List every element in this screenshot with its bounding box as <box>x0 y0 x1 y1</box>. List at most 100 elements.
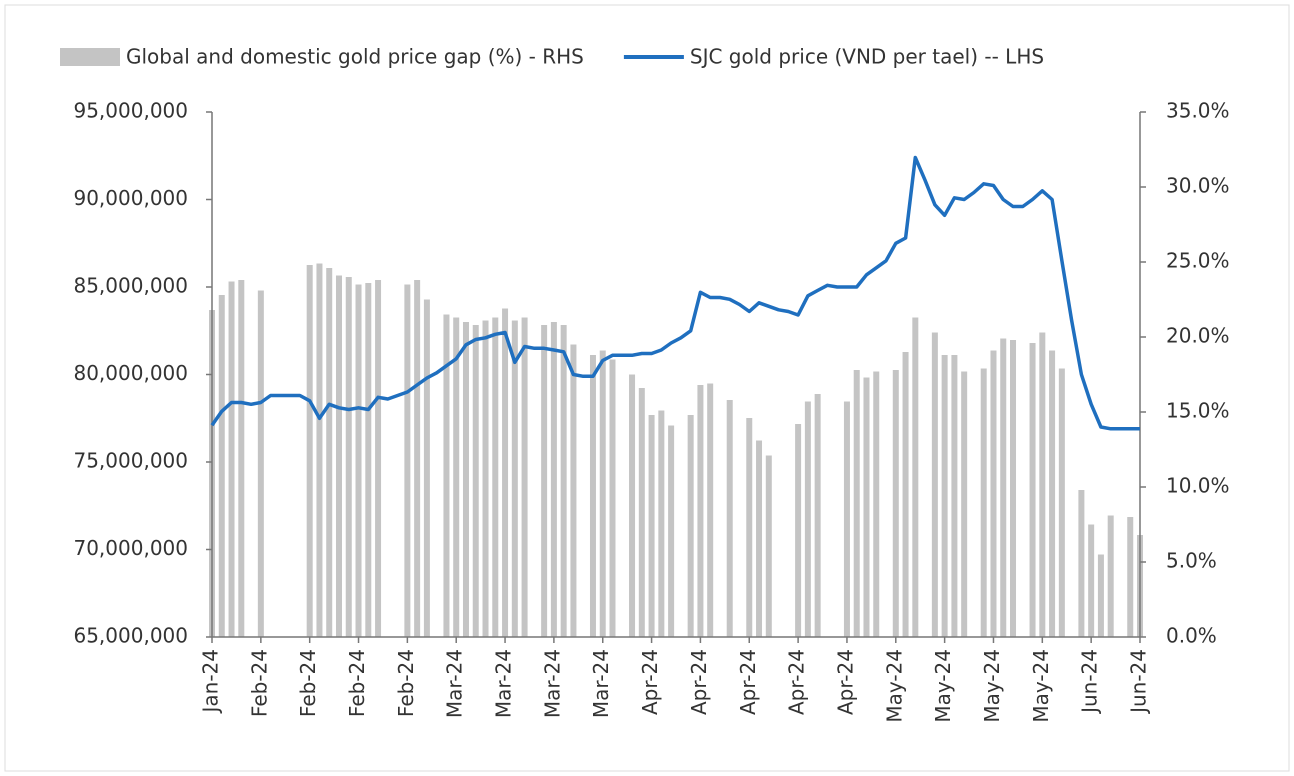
y-tick-label: 70,000,000 <box>73 536 188 560</box>
bar <box>873 371 880 637</box>
x-tick-label: May-24 <box>980 649 1004 723</box>
bar <box>765 455 772 637</box>
y-tick-label: 95,000,000 <box>73 99 188 123</box>
bar <box>843 401 850 637</box>
bar <box>560 325 567 637</box>
x-tick-label: Feb-24 <box>345 649 369 717</box>
bar <box>658 410 665 637</box>
bar <box>453 317 460 637</box>
y2-tick-label: 10.0% <box>1166 474 1230 498</box>
bar <box>414 280 421 637</box>
bar <box>746 418 753 637</box>
bar <box>423 299 430 637</box>
bar <box>638 388 645 637</box>
bar <box>756 440 763 637</box>
bar <box>228 281 235 637</box>
bar <box>511 320 518 637</box>
bar <box>687 415 694 637</box>
y2-tick-label: 35.0% <box>1166 99 1230 123</box>
bar <box>990 350 997 637</box>
x-tick-label: Apr-24 <box>736 649 760 715</box>
bar <box>941 355 948 637</box>
bar <box>1039 332 1046 637</box>
bar <box>482 320 489 637</box>
bar <box>550 322 557 637</box>
x-tick-label: Jun-24 <box>1078 649 1102 715</box>
x-tick-label: Feb-24 <box>247 649 271 717</box>
bar <box>961 371 968 637</box>
x-tick-label: Mar-24 <box>540 649 564 718</box>
line <box>210 155 1140 431</box>
x-tick-label: Apr-24 <box>638 649 662 715</box>
x-tick-label: Feb-24 <box>296 649 320 717</box>
x-tick-label: May-24 <box>882 649 906 723</box>
bar <box>980 368 987 637</box>
bar <box>892 370 899 637</box>
bar <box>804 401 811 637</box>
bar <box>355 284 362 637</box>
bar <box>257 290 264 637</box>
bar <box>863 377 870 637</box>
bar <box>306 265 313 637</box>
x-tick-label: Mar-24 <box>443 649 467 718</box>
bar <box>472 325 479 637</box>
x-tick-label: Apr-24 <box>687 649 711 715</box>
y-tick-label: 80,000,000 <box>73 361 188 385</box>
x-tick-label: Jan-24 <box>199 649 223 715</box>
bar <box>238 280 245 637</box>
x-tick-label: May-24 <box>1029 649 1053 723</box>
bar <box>814 394 821 637</box>
bar <box>609 359 616 637</box>
bar <box>1088 524 1095 637</box>
bar <box>599 350 606 637</box>
y-tick-label: 85,000,000 <box>73 274 188 298</box>
bar <box>365 283 372 637</box>
y2-tick-label: 15.0% <box>1166 399 1230 423</box>
bar <box>912 317 919 637</box>
x-tick-label: Jun-24 <box>1127 649 1151 715</box>
bar <box>795 424 802 637</box>
bar <box>697 385 704 637</box>
bar <box>345 277 352 637</box>
bar <box>931 332 938 637</box>
x-tick-label: Mar-24 <box>492 649 516 718</box>
bar <box>492 317 499 637</box>
bar <box>902 352 909 637</box>
x-tick-label: Mar-24 <box>589 649 613 718</box>
bar <box>375 280 382 637</box>
bar <box>726 400 733 637</box>
bar <box>521 317 528 637</box>
bar <box>1000 338 1007 637</box>
bar <box>707 383 714 637</box>
bar <box>462 322 469 637</box>
bar <box>541 325 548 637</box>
x-tick-label: May-24 <box>931 649 955 723</box>
bar <box>502 308 509 637</box>
y2-tick-label: 0.0% <box>1166 624 1217 648</box>
legend-label: SJC gold price (VND per tael) -- LHS <box>690 45 1044 69</box>
y2-tick-label: 30.0% <box>1166 174 1230 198</box>
bar <box>668 425 675 637</box>
bar <box>335 275 342 637</box>
bar <box>1097 554 1104 637</box>
bar <box>404 284 411 637</box>
x-tick-label: Apr-24 <box>833 649 857 715</box>
bar <box>1078 490 1085 637</box>
bar <box>1127 517 1134 637</box>
y2-tick-label: 25.0% <box>1166 249 1230 273</box>
frame <box>4 4 1290 772</box>
bar <box>218 295 225 637</box>
y-tick-label: 75,000,000 <box>73 449 188 473</box>
y2-tick-label: 20.0% <box>1166 324 1230 348</box>
y2-tick-label: 5.0% <box>1166 549 1217 573</box>
bar <box>1029 343 1036 637</box>
y-tick-label: 65,000,000 <box>73 624 188 648</box>
bar <box>1010 340 1017 637</box>
bar <box>1107 515 1114 637</box>
bar <box>629 374 636 637</box>
bar <box>648 415 655 637</box>
x-tick-label: Apr-24 <box>785 649 809 715</box>
bar <box>951 355 958 637</box>
bar <box>1058 368 1065 637</box>
